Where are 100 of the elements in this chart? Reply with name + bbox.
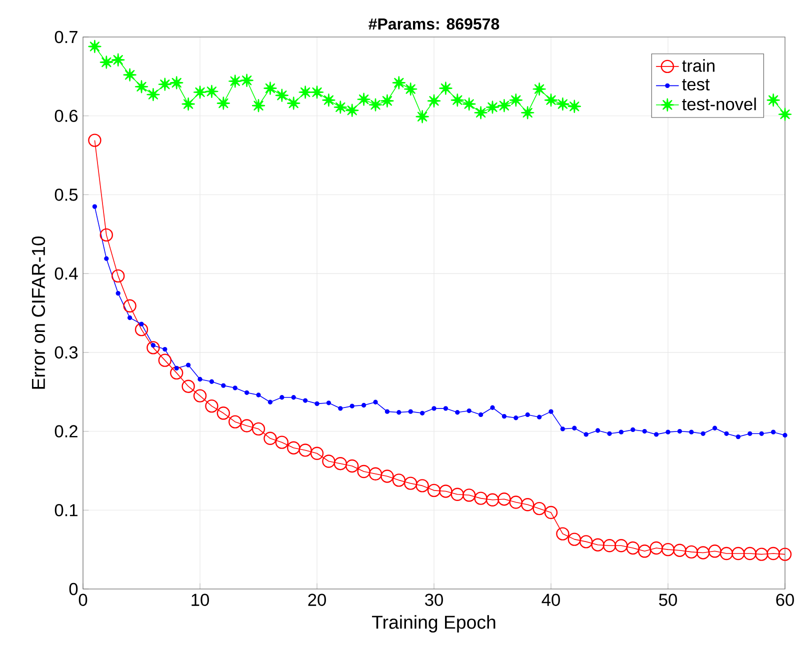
point xyxy=(404,82,418,96)
point xyxy=(416,110,429,124)
point xyxy=(490,405,495,410)
point xyxy=(209,379,214,384)
point xyxy=(264,432,277,445)
point xyxy=(186,362,191,368)
point xyxy=(521,498,534,512)
point xyxy=(556,527,570,540)
point xyxy=(346,459,359,473)
point xyxy=(532,82,546,96)
point xyxy=(100,228,113,242)
point xyxy=(439,82,452,95)
point xyxy=(525,412,530,418)
point xyxy=(532,502,546,516)
point xyxy=(498,492,511,506)
point xyxy=(548,409,554,414)
point xyxy=(759,431,764,436)
x-tick-label: 30 xyxy=(425,594,443,606)
point xyxy=(743,546,756,560)
point xyxy=(595,428,600,433)
point xyxy=(748,431,752,436)
point xyxy=(228,74,242,88)
point xyxy=(170,76,184,90)
point xyxy=(123,68,136,82)
y-tick-label: 0.4 xyxy=(54,267,78,280)
point xyxy=(677,428,682,434)
point xyxy=(638,544,652,558)
point xyxy=(221,383,226,388)
point xyxy=(782,432,788,438)
point xyxy=(326,400,332,406)
point xyxy=(205,84,218,98)
point xyxy=(92,204,98,209)
point xyxy=(334,457,347,470)
x-tick-label: 50 xyxy=(659,594,677,606)
point xyxy=(427,94,441,108)
point xyxy=(514,416,518,420)
point xyxy=(158,354,172,367)
legend-label: test-novel xyxy=(682,98,756,110)
point xyxy=(232,386,238,390)
point xyxy=(450,93,464,107)
point xyxy=(416,479,429,492)
point xyxy=(182,97,195,111)
point xyxy=(568,100,581,114)
point xyxy=(778,548,792,561)
point xyxy=(205,399,218,413)
point xyxy=(432,406,436,411)
y-axis-title: Error on CIFAR-10 xyxy=(32,236,46,389)
point xyxy=(193,86,207,99)
point xyxy=(502,414,507,419)
point xyxy=(182,380,195,393)
legend-label: train xyxy=(682,59,714,72)
point xyxy=(112,269,125,283)
point xyxy=(478,412,484,418)
point xyxy=(708,544,722,558)
y-tick-label: 0 xyxy=(69,582,78,596)
point xyxy=(268,400,273,404)
y-tick-label: 0.7 xyxy=(54,30,78,44)
x-axis-title: Training Epoch xyxy=(372,615,496,633)
point xyxy=(732,546,745,560)
point xyxy=(170,366,184,380)
point xyxy=(778,108,792,121)
point xyxy=(275,436,288,449)
point xyxy=(498,99,511,112)
point xyxy=(302,398,308,403)
point xyxy=(139,322,144,326)
point xyxy=(642,428,647,434)
point xyxy=(384,409,390,414)
point xyxy=(116,290,120,296)
point xyxy=(450,488,464,501)
point xyxy=(536,414,542,420)
point xyxy=(474,106,488,120)
y-tick-label: 0.6 xyxy=(54,110,78,122)
x-tick-label: 60 xyxy=(776,594,794,606)
x-tick-label: 10 xyxy=(192,594,209,606)
point xyxy=(298,86,312,99)
x-tick-label: 0 xyxy=(78,594,88,606)
point xyxy=(556,97,570,111)
point xyxy=(392,474,406,487)
point xyxy=(287,96,300,110)
point xyxy=(420,410,425,416)
point xyxy=(486,100,500,114)
point xyxy=(174,366,179,371)
point xyxy=(322,454,336,468)
point xyxy=(198,376,202,382)
point xyxy=(275,88,288,102)
point xyxy=(602,539,616,552)
point xyxy=(568,532,581,546)
x-tick-label: 40 xyxy=(542,594,560,606)
point xyxy=(158,78,172,91)
point xyxy=(252,99,266,112)
point xyxy=(193,389,207,402)
point xyxy=(618,430,624,434)
point xyxy=(346,104,359,117)
point xyxy=(298,444,312,457)
point xyxy=(443,406,448,411)
point xyxy=(404,476,418,490)
point xyxy=(240,419,254,432)
point xyxy=(544,93,558,107)
point xyxy=(509,93,522,107)
y-tick-label: 0.3 xyxy=(54,346,78,359)
